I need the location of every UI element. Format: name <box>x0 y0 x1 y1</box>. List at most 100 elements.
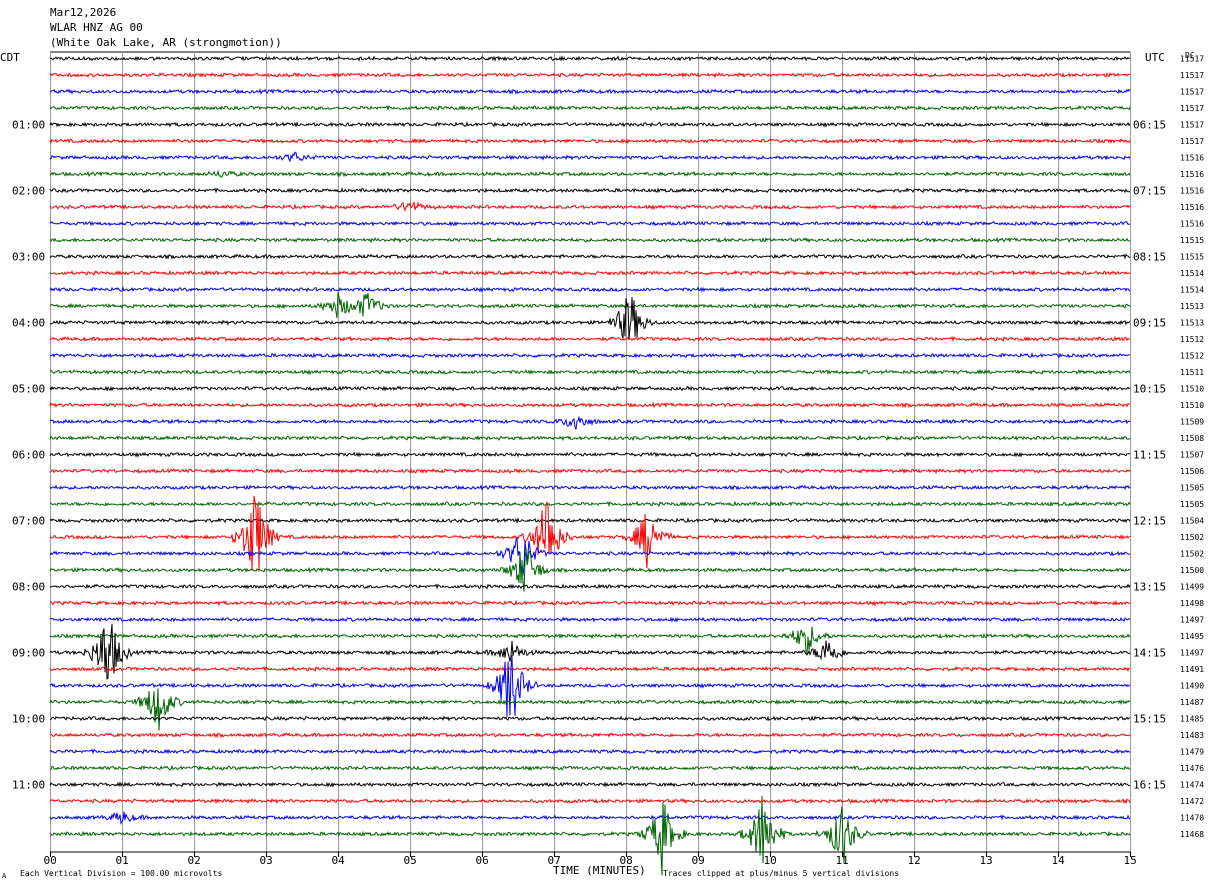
left-hour-label: 08:00 <box>12 581 45 594</box>
x-tick-label: 14 <box>1052 854 1066 867</box>
right-hour-label: 12:15 <box>1133 515 1166 528</box>
dc-value-label: 11479 <box>1180 748 1204 757</box>
dc-value-label: 11499 <box>1180 583 1204 592</box>
dc-value-label: 11487 <box>1180 698 1204 707</box>
right-timezone-label: UTC <box>1145 51 1165 64</box>
dc-value-label: 11517 <box>1180 71 1204 80</box>
trace-row-19 <box>49 368 1131 376</box>
dc-value-label: 11490 <box>1180 682 1204 691</box>
dc-value-label: 11514 <box>1180 286 1204 295</box>
trace-row-22 <box>49 415 1131 430</box>
dc-value-label: 11505 <box>1180 484 1204 493</box>
left-timezone-label: CDT <box>0 51 20 64</box>
trace-row-33 <box>49 599 1131 607</box>
trace-row-1 <box>49 71 1131 79</box>
dc-value-label: 11498 <box>1180 599 1204 608</box>
trace-row-46 <box>49 811 1131 825</box>
left-hour-label: 02:00 <box>12 185 45 198</box>
dc-value-label: 11516 <box>1180 203 1204 212</box>
dc-value-label: 11510 <box>1180 385 1204 394</box>
dc-value-label: 11468 <box>1180 830 1204 839</box>
trace-row-24 <box>49 451 1131 458</box>
trace-row-18 <box>49 352 1131 359</box>
x-tick-label: 07 <box>548 854 561 867</box>
trace-row-20 <box>49 385 1131 392</box>
trace-row-6 <box>49 151 1131 163</box>
trace-row-5 <box>49 137 1131 145</box>
trace-row-0 <box>49 55 1131 62</box>
x-axis-ticks: 00 01 02 03 04 05 06 07 08 09 10 11 12 13 14 15 <box>44 852 1137 867</box>
trace-row-42 <box>49 748 1131 755</box>
left-hour-label: 06:00 <box>12 449 45 462</box>
right-hour-label: 16:15 <box>1133 779 1166 792</box>
trace-row-32 <box>49 583 1131 590</box>
left-hour-label: 01:00 <box>12 119 45 132</box>
dc-value-label: 11500 <box>1180 566 1204 575</box>
right-hour-label: 06:15 <box>1133 119 1166 132</box>
dc-value-label: 11470 <box>1180 814 1204 823</box>
trace-row-34 <box>49 616 1131 623</box>
trace-row-16 <box>49 297 1131 341</box>
clip-note: Traces clipped at plus/minus 5 vertical … <box>663 869 899 878</box>
seismic-traces <box>49 55 1131 876</box>
dc-value-label: 11497 <box>1180 649 1204 658</box>
dc-value-label: 11511 <box>1180 368 1204 377</box>
dc-value-label: 11508 <box>1180 434 1204 443</box>
right-hour-label: 15:15 <box>1133 713 1166 726</box>
dc-value-label: 11506 <box>1180 467 1204 476</box>
left-hour-label: 05:00 <box>12 383 45 396</box>
dc-value-label: 11517 <box>1180 104 1204 113</box>
x-tick-label: 12 <box>908 854 921 867</box>
trace-row-21 <box>49 401 1131 409</box>
dc-value-label: 11483 <box>1180 731 1204 740</box>
dc-value-label: 11491 <box>1180 665 1204 674</box>
x-tick-label: 00 <box>44 854 57 867</box>
trace-row-23 <box>49 434 1131 442</box>
trace-row-35 <box>49 626 1131 655</box>
minute-grid <box>50 51 1131 853</box>
right-hour-label: 10:15 <box>1133 383 1166 396</box>
x-tick-label: 08 <box>620 854 633 867</box>
trace-row-25 <box>49 467 1131 475</box>
dc-value-label: 11472 <box>1180 797 1204 806</box>
dc-value-label: 11516 <box>1180 154 1204 163</box>
trace-row-37 <box>49 665 1131 673</box>
trace-row-28 <box>49 517 1131 524</box>
dc-value-label: 11515 <box>1180 253 1204 262</box>
trace-row-7 <box>49 169 1131 178</box>
left-hour-label: 07:00 <box>12 515 45 528</box>
trace-row-17 <box>49 335 1131 343</box>
x-tick-label: 01 <box>116 854 129 867</box>
right-hour-labels: 06:15 07:15 08:15 09:15 10:15 11:15 12:15 13:15… <box>1133 119 1166 792</box>
right-hour-label: 08:15 <box>1133 251 1166 264</box>
header-location: (White Oak Lake, AR (strongmotion)) <box>50 36 282 49</box>
trace-row-27 <box>49 500 1131 508</box>
trace-row-30 <box>49 536 1131 576</box>
dc-value-label: 11502 <box>1180 550 1204 559</box>
right-hour-label: 07:15 <box>1133 185 1166 198</box>
left-hour-label: 04:00 <box>12 317 45 330</box>
dc-value-label: 11495 <box>1180 632 1204 641</box>
dc-value-label: 11512 <box>1180 335 1204 344</box>
dc-value-label: 11509 <box>1180 418 1204 427</box>
trace-row-41 <box>49 731 1131 739</box>
left-hour-label: 10:00 <box>12 713 45 726</box>
dc-value-label: 11517 <box>1180 88 1204 97</box>
trace-row-2 <box>49 88 1131 95</box>
header-station: WLAR HNZ AG 00 <box>50 21 143 34</box>
trace-row-10 <box>49 220 1131 227</box>
dc-value-label: 11514 <box>1180 269 1204 278</box>
right-hour-label: 11:15 <box>1133 449 1166 462</box>
trace-row-26 <box>49 484 1131 491</box>
trace-row-14 <box>49 286 1131 293</box>
dc-value-label: 11516 <box>1180 170 1204 179</box>
dc-value-label: 11476 <box>1180 764 1204 773</box>
dc-value-label: 11502 <box>1180 533 1204 542</box>
x-tick-label: 02 <box>188 854 201 867</box>
dc-value-label: 11516 <box>1180 220 1204 229</box>
dc-offset-labels: 11517 11517 11517 11517 11517 11517 11516 11516… <box>1180 55 1204 840</box>
right-hour-label: 14:15 <box>1133 647 1166 660</box>
trace-row-29 <box>49 495 1131 572</box>
left-hour-label: 03:00 <box>12 251 45 264</box>
